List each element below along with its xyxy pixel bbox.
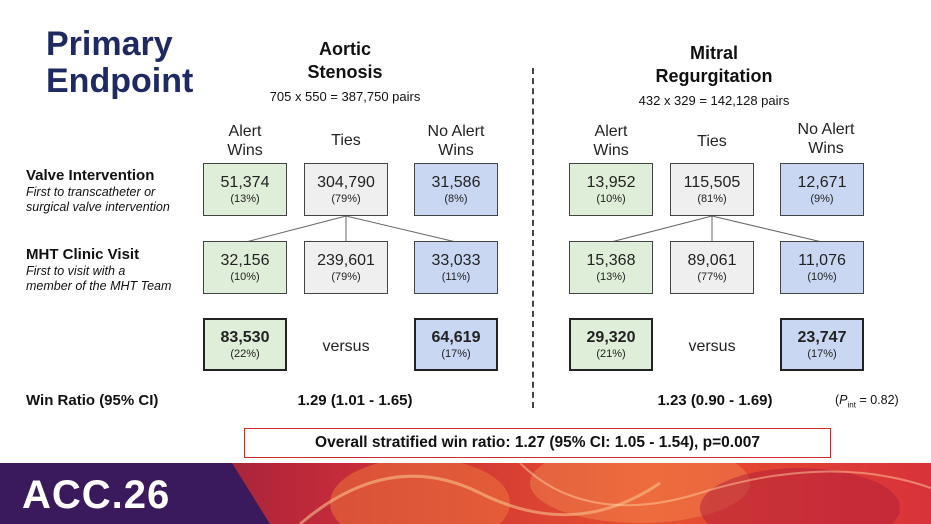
aortic-versus-label: versus (322, 338, 370, 355)
box-count: 12,671 (797, 174, 847, 191)
aortic-heading-line-1: Aortic (318, 39, 371, 59)
aortic-total-alert-wins-box: 83,530 (22%) (203, 318, 287, 371)
row-label-sub: member of the MHT Team (26, 279, 172, 293)
mitral-heading-line-1: Mitral (689, 43, 738, 63)
section-divider (532, 68, 534, 408)
aortic-col-no-alert-wins: No Alert Wins (414, 122, 498, 160)
row-label-sub: First to visit with a (26, 264, 126, 278)
p-interaction-p: P (839, 393, 848, 407)
win-ratio-label: Win Ratio (95% CI) (26, 392, 159, 409)
mitral-total-alert-wins-box: 29,320 (21%) (569, 318, 653, 371)
box-count: 89,061 (687, 252, 737, 269)
mitral-heading: Mitral Regurgitation (614, 42, 814, 88)
aortic-valve-ties-box: 304,790 (79%) (304, 163, 388, 216)
aortic-win-ratio: 1.29 (1.01 - 1.65) (297, 392, 413, 409)
box-percent: (21%) (596, 348, 626, 360)
box-count: 239,601 (317, 252, 375, 269)
box-percent: (9%) (810, 193, 834, 205)
acc-26-logo: ACC.26 (22, 473, 171, 517)
box-percent: (11%) (441, 271, 471, 283)
mitral-total-no-alert-wins-box: 23,747 (17%) (780, 318, 864, 371)
box-count: 15,368 (586, 252, 636, 269)
box-count: 115,505 (683, 174, 741, 191)
box-count: 64,619 (431, 329, 481, 346)
box-count: 13,952 (586, 174, 636, 191)
mitral-pairs: 432 x 329 = 142,128 pairs (638, 93, 790, 108)
mitral-valve-alert-wins-box: 13,952 (10%) (569, 163, 653, 216)
col-alert-line-2: Wins (593, 142, 629, 159)
mitral-valve-ties-box: 115,505 (81%) (670, 163, 754, 216)
box-percent: (13%) (230, 193, 260, 205)
box-percent: (10%) (230, 271, 260, 283)
p-interaction-subscript: int (847, 400, 856, 410)
row-label-main: Valve Intervention (26, 167, 155, 184)
mitral-mht-alert-wins-box: 15,368 (13%) (569, 241, 653, 294)
col-noalert-line-1: No Alert (797, 121, 855, 138)
box-percent: (77%) (697, 271, 727, 283)
conference-banner (0, 463, 931, 524)
mitral-valve-no-alert-wins-box: 12,671 (9%) (780, 163, 864, 216)
aortic-mht-ties-box: 239,601 (79%) (304, 241, 388, 294)
box-count: 304,790 (317, 174, 375, 191)
col-noalert-line-2: Wins (438, 142, 474, 159)
mitral-win-ratio: 1.23 (0.90 - 1.69) (657, 392, 773, 409)
col-alert-line-1: Alert (228, 123, 262, 140)
box-percent: (79%) (331, 271, 361, 283)
box-percent: (81%) (697, 193, 727, 205)
aortic-pairs: 705 x 550 = 387,750 pairs (269, 89, 421, 104)
mitral-heading-line-2: Regurgitation (655, 66, 773, 86)
p-interaction-value: = 0.82) (855, 393, 899, 407)
box-count: 83,530 (220, 329, 270, 346)
col-noalert-line-2: Wins (808, 140, 844, 157)
aortic-mht-no-alert-wins-box: 33,033 (11%) (414, 241, 498, 294)
row-label-mht-clinic-visit: MHT Clinic Visit First to visit with a m… (26, 246, 171, 294)
aortic-col-ties: Ties (331, 132, 361, 149)
aortic-valve-no-alert-wins-box: 31,586 (8%) (414, 163, 498, 216)
box-count: 33,033 (431, 252, 481, 269)
row-label-main: MHT Clinic Visit (26, 246, 140, 263)
box-percent: (17%) (441, 348, 471, 360)
mitral-mht-ties-box: 89,061 (77%) (670, 241, 754, 294)
mitral-col-no-alert-wins: No Alert Wins (780, 120, 872, 158)
p-interaction: (Pint = 0.82) (835, 393, 899, 410)
box-percent: (22%) (230, 348, 260, 360)
box-count: 51,374 (220, 174, 270, 191)
box-count: 23,747 (797, 329, 847, 346)
page-title: Primary Endpoint (46, 26, 193, 100)
aortic-col-alert-wins: Alert Wins (203, 122, 287, 160)
aortic-total-no-alert-wins-box: 64,619 (17%) (414, 318, 498, 371)
col-noalert-line-1: No Alert (427, 123, 485, 140)
box-count: 29,320 (586, 329, 636, 346)
mitral-mht-no-alert-wins-box: 11,076 (10%) (780, 241, 864, 294)
mitral-col-ties: Ties (697, 133, 727, 150)
mitral-versus-label: versus (688, 338, 736, 355)
title-line-1: Primary (46, 25, 173, 63)
box-percent: (13%) (596, 271, 626, 283)
col-alert-line-1: Alert (594, 123, 628, 140)
aortic-heading: Aortic Stenosis (265, 38, 425, 84)
aortic-mht-alert-wins-box: 32,156 (10%) (203, 241, 287, 294)
row-label-valve-intervention: Valve Intervention First to transcathete… (26, 167, 170, 215)
box-percent: (10%) (807, 271, 837, 283)
col-alert-line-2: Wins (227, 142, 263, 159)
mitral-col-alert-wins: Alert Wins (569, 122, 653, 160)
row-label-sub: surgical valve intervention (26, 200, 170, 214)
box-percent: (17%) (807, 348, 837, 360)
aortic-heading-line-2: Stenosis (307, 62, 383, 82)
box-count: 11,076 (798, 252, 846, 269)
box-percent: (10%) (596, 193, 626, 205)
aortic-valve-alert-wins-box: 51,374 (13%) (203, 163, 287, 216)
p-interaction-prefix: ( (835, 393, 840, 407)
row-label-sub: First to transcatheter or (26, 185, 156, 199)
box-percent: (8%) (444, 193, 468, 205)
overall-win-ratio-box: Overall stratified win ratio: 1.27 (95% … (244, 428, 831, 458)
box-percent: (79%) (331, 193, 361, 205)
title-line-2: Endpoint (46, 62, 194, 100)
box-count: 32,156 (220, 252, 270, 269)
box-count: 31,586 (431, 174, 481, 191)
